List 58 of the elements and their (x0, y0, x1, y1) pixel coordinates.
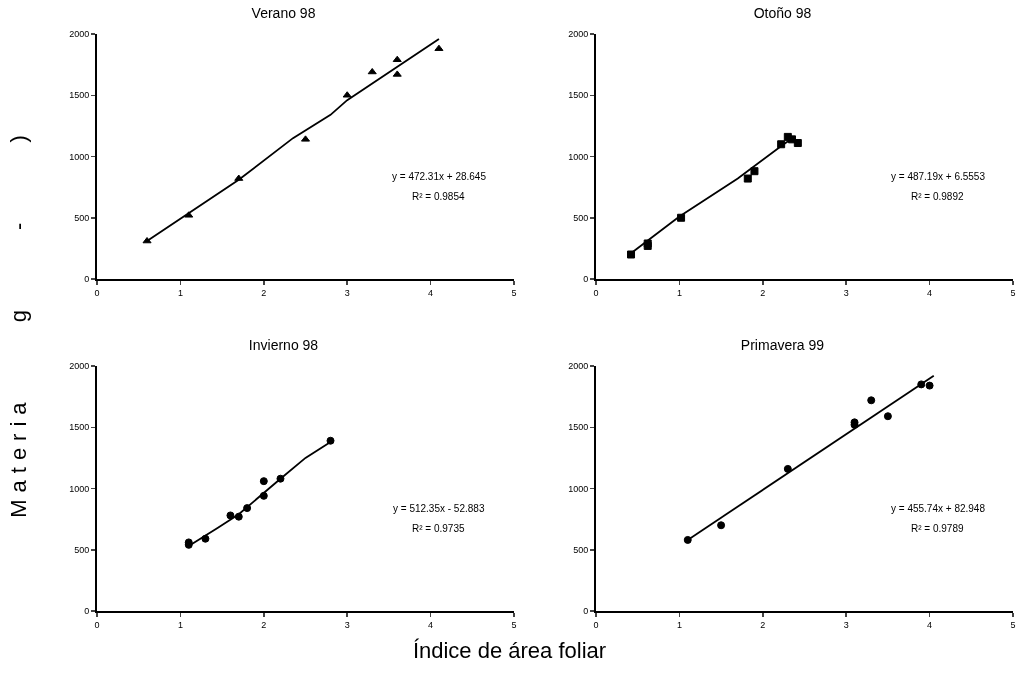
x-tick-label: 4 (927, 619, 933, 630)
chart-title: Verano 98 (251, 4, 316, 21)
x-tick-label: 4 (428, 287, 434, 298)
x-tick-label: 2 (261, 619, 267, 630)
y-tick-label: 0 (583, 274, 589, 285)
annotation: y = 487.19x + 6.5553 (891, 171, 986, 182)
x-tick-label: 5 (511, 619, 517, 630)
y-tick-label: 2000 (568, 29, 589, 40)
x-tick-label: 4 (927, 287, 933, 298)
x-tick-label: 5 (1010, 619, 1016, 630)
y-tick-label: 500 (573, 212, 589, 223)
y-tick-label: 1000 (69, 483, 90, 494)
x-tick-label: 1 (177, 619, 183, 630)
y-tick-label: 0 (583, 606, 589, 617)
y-tick-label: 500 (74, 544, 90, 555)
y-tick-label: 1500 (69, 422, 90, 433)
x-axis-title: Índice de área foliar (411, 638, 608, 664)
y-tick-label: 2000 (69, 361, 90, 372)
x-tick-label: 2 (760, 287, 766, 298)
chart-title: Invierno 98 (248, 336, 319, 353)
y-tick-label: 1500 (568, 90, 589, 101)
y-tick-label: 0 (84, 606, 90, 617)
y-tick-label: 1000 (568, 151, 589, 162)
y-axis-title: Materia g - ) (6, 127, 32, 520)
x-tick-label: 3 (843, 287, 849, 298)
annotation: R² = 0.9892 (911, 191, 964, 202)
y-tick-label: 500 (74, 212, 90, 223)
x-tick-label: 2 (261, 287, 267, 298)
annotation: y = 512.35x - 52.883 (393, 503, 485, 514)
y-tick-label: 1000 (568, 483, 589, 494)
y-tick-label: 0 (84, 274, 90, 285)
x-tick-label: 1 (676, 287, 682, 298)
y-tick-label: 2000 (568, 361, 589, 372)
y-tick-label: 500 (573, 544, 589, 555)
x-tick-label: 1 (676, 619, 682, 630)
x-tick-label: 2 (760, 619, 766, 630)
x-tick-label: 0 (94, 287, 100, 298)
x-tick-label: 5 (511, 287, 517, 298)
x-tick-label: 0 (94, 619, 100, 630)
annotation: R² = 0.9854 (412, 191, 465, 202)
y-tick-label: 1000 (69, 151, 90, 162)
x-tick-label: 0 (593, 619, 599, 630)
annotation: R² = 0.9789 (911, 523, 964, 534)
x-tick-label: 3 (843, 619, 849, 630)
x-tick-label: 0 (593, 287, 599, 298)
x-tick-label: 4 (428, 619, 434, 630)
annotation: y = 455.74x + 82.948 (891, 503, 986, 514)
y-tick-label: 2000 (69, 29, 90, 40)
x-tick-label: 3 (344, 287, 350, 298)
x-tick-label: 1 (177, 287, 183, 298)
x-tick-label: 3 (344, 619, 350, 630)
y-tick-label: 1500 (69, 90, 90, 101)
annotation: R² = 0.9735 (412, 523, 465, 534)
chart-title: Otoño 98 (753, 4, 812, 21)
annotation: y = 472.31x + 28.645 (392, 171, 487, 182)
y-tick-label: 1500 (568, 422, 589, 433)
x-tick-label: 5 (1010, 287, 1016, 298)
chart-title: Primavera 99 (740, 336, 825, 353)
